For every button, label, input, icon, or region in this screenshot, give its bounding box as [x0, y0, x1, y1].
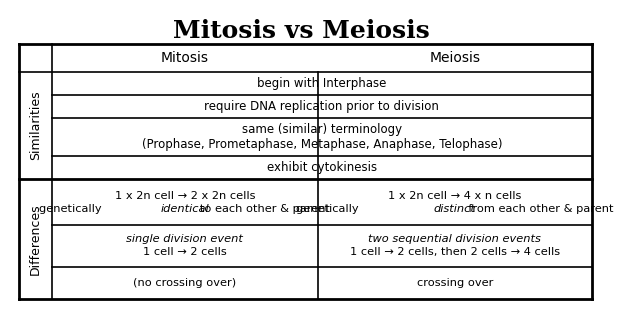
- Text: require DNA replication prior to division: require DNA replication prior to divisio…: [205, 100, 440, 113]
- Text: Mitosis vs Meiosis: Mitosis vs Meiosis: [173, 19, 430, 43]
- Text: same (similar) terminology
(Prophase, Prometaphase, Metaphase, Anaphase, Telopha: same (similar) terminology (Prophase, Pr…: [141, 123, 502, 151]
- Text: 1 x 2n cell → 2 x 2n cells: 1 x 2n cell → 2 x 2n cells: [115, 191, 255, 201]
- Text: Mitosis: Mitosis: [161, 51, 209, 65]
- Text: begin with Interphase: begin with Interphase: [257, 77, 387, 90]
- Text: 1 x 2n cell → 4 x n cells: 1 x 2n cell → 4 x n cells: [388, 191, 522, 201]
- Text: identical: identical: [161, 204, 209, 214]
- Text: Similarities: Similarities: [29, 91, 42, 160]
- Text: genetically          to each other & parent: genetically to each other & parent: [39, 204, 330, 214]
- Text: Differences: Differences: [29, 203, 42, 275]
- Text: crossing over: crossing over: [417, 278, 493, 288]
- Text: 1 cell → 2 cells: 1 cell → 2 cells: [143, 247, 227, 257]
- Text: exhibit cytokinesis: exhibit cytokinesis: [267, 161, 377, 174]
- Text: two sequential division events: two sequential division events: [369, 234, 541, 244]
- Text: genetically           from each other & parent: genetically from each other & parent: [296, 204, 614, 214]
- Text: 1 cell → 2 cells, then 2 cells → 4 cells: 1 cell → 2 cells, then 2 cells → 4 cells: [350, 247, 560, 257]
- Text: Meiosis: Meiosis: [429, 51, 481, 65]
- Text: (no crossing over): (no crossing over): [133, 278, 236, 288]
- Text: distinct: distinct: [434, 204, 476, 214]
- Text: single division event: single division event: [126, 234, 243, 244]
